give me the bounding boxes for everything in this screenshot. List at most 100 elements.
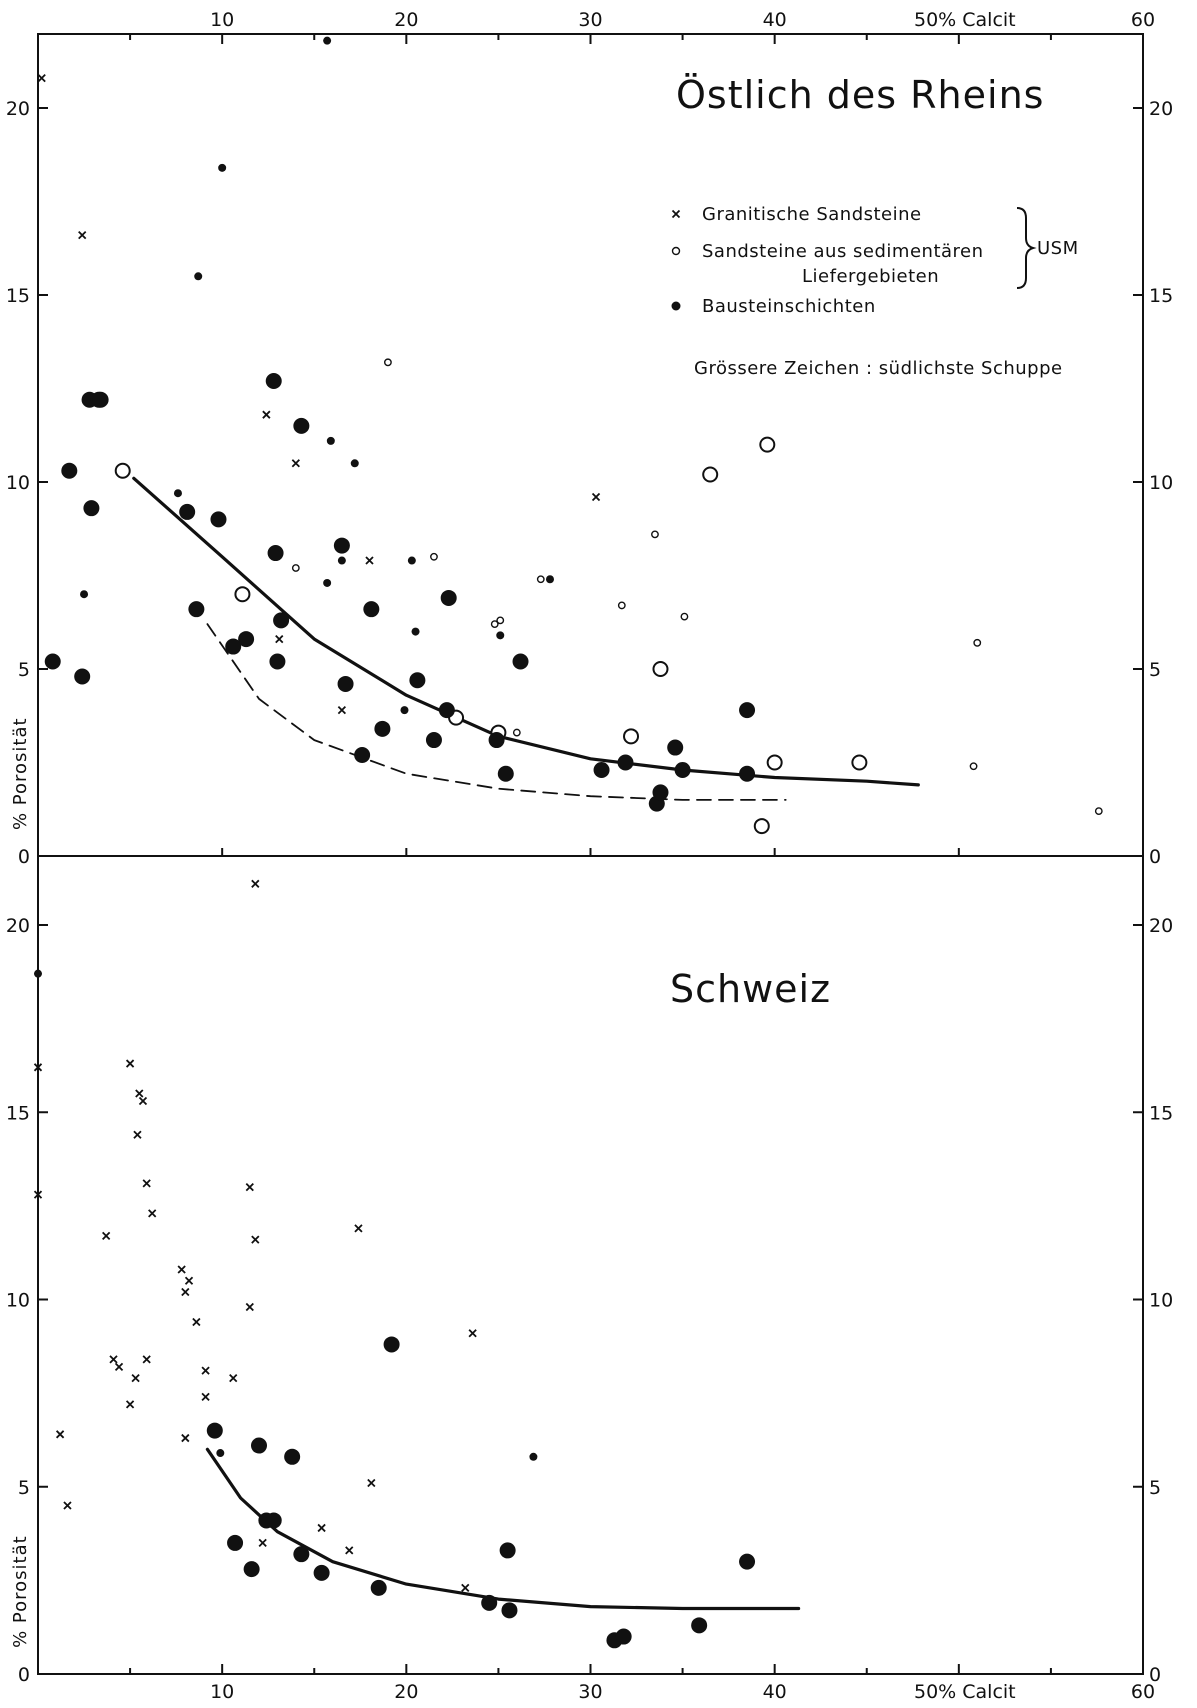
point-filled-circle	[440, 589, 457, 606]
point-filled-circle	[251, 1437, 267, 1454]
point-open-circle	[753, 818, 770, 835]
point-open-circle	[652, 661, 669, 677]
point-filled-circle	[323, 36, 332, 45]
legend-label: Bausteinschichten	[702, 296, 876, 317]
point-filled-circle	[34, 969, 42, 978]
point-filled-circle	[179, 503, 196, 520]
point-cross	[114, 1362, 124, 1372]
point-cross	[201, 1366, 210, 1375]
point-cross	[192, 1317, 201, 1327]
point-open-circle	[291, 564, 300, 572]
point-open-circle	[496, 616, 505, 625]
point-open-circle	[973, 638, 982, 647]
point-cross	[125, 1059, 135, 1068]
y-axis-label: % Porosität	[10, 717, 31, 830]
point-filled-circle	[350, 459, 359, 468]
point-filled-circle	[326, 436, 335, 445]
point-filled-circle	[265, 1512, 282, 1529]
point-filled-circle	[739, 702, 756, 719]
y-tick-label-left: 15	[6, 285, 30, 307]
point-filled-circle	[409, 672, 426, 689]
point-open-circle	[851, 754, 868, 771]
point-filled-circle	[529, 1452, 538, 1461]
point-cross	[229, 1374, 238, 1383]
x-tick-label: 30	[578, 9, 602, 31]
series-granitische-sandsteine	[37, 73, 601, 715]
point-filled-circle	[438, 702, 455, 719]
point-filled-circle	[411, 627, 420, 636]
point-cross	[63, 1501, 72, 1510]
y-axis-label: % Porosität	[10, 1535, 31, 1648]
point-cross	[133, 1130, 142, 1139]
y-tick-label-right: 5	[1149, 1477, 1161, 1499]
trend-line-solid	[205, 1447, 801, 1611]
point-cross	[125, 1400, 135, 1409]
point-filled-circle	[667, 739, 684, 756]
point-cross	[245, 1302, 254, 1312]
x-tick-label: 10	[210, 1681, 234, 1703]
point-open-circle	[623, 728, 640, 745]
y-tick-label-right: 0	[1149, 846, 1161, 868]
point-filled-circle	[488, 732, 505, 749]
point-cross	[142, 1179, 151, 1188]
legend-marker-filled-circle	[671, 301, 681, 311]
series-granitische-sandsteine	[33, 879, 477, 1592]
trend-line-solid	[132, 476, 920, 787]
point-cross	[55, 1430, 65, 1439]
y-tick-label-left: 0	[18, 846, 30, 868]
point-filled-circle	[383, 1336, 400, 1353]
point-filled-circle	[188, 601, 205, 618]
point-filled-circle	[739, 1553, 756, 1570]
point-open-circle	[430, 552, 438, 561]
point-filled-circle	[44, 653, 61, 670]
point-filled-circle	[593, 761, 610, 778]
point-cross	[317, 1523, 326, 1533]
point-open-circle	[512, 728, 521, 737]
point-filled-circle	[497, 765, 514, 782]
y-tick-label-left: 15	[6, 1102, 30, 1124]
point-cross	[251, 1235, 260, 1244]
point-filled-circle	[313, 1564, 330, 1581]
y-tick-label-right: 0	[1149, 1664, 1161, 1686]
point-open-circle	[702, 466, 719, 483]
legend-label-continued: Liefergebieten	[802, 266, 939, 287]
point-filled-circle	[407, 556, 416, 565]
series-bausteinschichten	[44, 36, 756, 812]
point-filled-circle	[333, 537, 350, 554]
point-open-circle	[384, 358, 392, 367]
point-cross	[109, 1355, 118, 1364]
point-cross	[201, 1392, 210, 1402]
point-filled-circle	[501, 1602, 518, 1619]
point-cross	[138, 1096, 148, 1106]
point-filled-circle	[74, 668, 91, 685]
point-open-circle	[759, 436, 776, 453]
y-tick-label-left: 5	[18, 659, 30, 681]
x-tick-label: 60	[1131, 1681, 1155, 1703]
point-cross	[78, 231, 87, 240]
point-cross	[33, 1190, 43, 1199]
point-filled-circle	[238, 631, 255, 648]
point-filled-circle	[354, 747, 371, 764]
y-tick-label-right: 20	[1149, 915, 1173, 937]
point-cross	[37, 73, 46, 83]
point-filled-circle	[499, 1542, 516, 1559]
legend-marker-cross	[671, 209, 681, 219]
point-filled-circle	[363, 601, 380, 618]
point-cross	[184, 1276, 194, 1285]
point-cross	[337, 706, 347, 715]
point-filled-circle	[218, 163, 227, 172]
x-tick-label: 60	[1131, 9, 1155, 31]
point-open-circle	[766, 754, 783, 771]
y-tick-label-right: 10	[1149, 472, 1173, 494]
series-bausteinschichten	[34, 969, 756, 1649]
y-tick-label-right: 5	[1149, 659, 1161, 681]
point-filled-circle	[617, 754, 634, 771]
point-open-circle	[114, 462, 131, 479]
point-filled-circle	[92, 391, 109, 408]
point-filled-circle	[265, 373, 282, 390]
point-cross	[345, 1546, 354, 1555]
point-filled-circle	[739, 765, 756, 782]
point-filled-circle	[61, 462, 78, 479]
